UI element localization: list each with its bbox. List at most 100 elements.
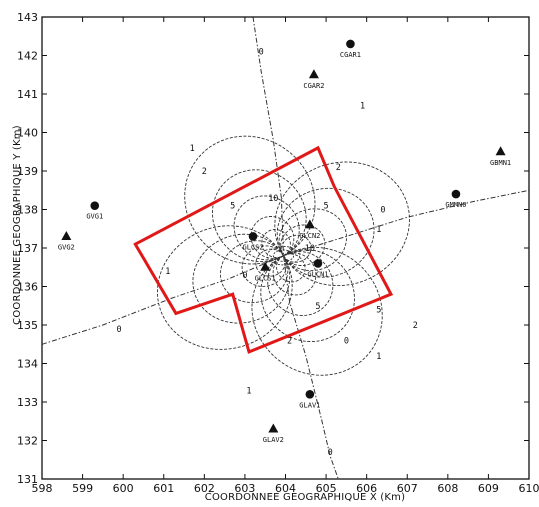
x-tick-label: 601 xyxy=(153,482,174,495)
contour-label: 0 xyxy=(242,271,247,281)
station-marker-circle xyxy=(313,259,323,268)
contour-line xyxy=(184,135,316,265)
zero-contour xyxy=(41,189,530,345)
contour-label: 1 xyxy=(376,352,381,362)
contour-line xyxy=(220,240,289,304)
zero-contour-lines xyxy=(41,16,530,480)
x-tick-label: 609 xyxy=(478,482,499,495)
contour-label: 0 xyxy=(380,206,385,216)
station-label: GVG1 xyxy=(86,213,103,221)
contour-line xyxy=(278,208,347,272)
contour-labels: 0 0 0 0 0 1 1 1 1 1 2 2 2 2 5 5 5 5 10 10 0 1 xyxy=(117,48,418,458)
contour-label: 5 xyxy=(230,202,235,212)
site-boundary xyxy=(133,145,394,354)
y-axis-label: COORDONNEE GEOGRAPHIQUE Y (Km) xyxy=(12,125,23,325)
contour-line xyxy=(276,187,375,278)
stations: CGAR1 CGAR2 GBMN1 GMMN0 GVG1 GVG2 GLCS2 GLCN2 GL… xyxy=(58,39,511,444)
station-marker-triangle xyxy=(304,219,315,229)
contour-label: 1 xyxy=(165,267,170,277)
x-tick-label: 604 xyxy=(275,482,296,495)
contour-line xyxy=(212,169,307,263)
contour-label: 0 xyxy=(328,448,333,458)
y-tick-label: 139 xyxy=(17,165,38,178)
y-tick-label: 141 xyxy=(17,88,38,101)
station-label: GLAV2 xyxy=(263,436,284,444)
station-label: GLAV1 xyxy=(299,401,320,409)
contour-label: 0 xyxy=(117,325,122,335)
axes: 598 599 600 601 602 603 604 605 606 607 608 609 610 1… xyxy=(17,11,539,495)
contour-line-inner xyxy=(266,246,301,266)
contour-label: 5 xyxy=(376,306,381,316)
contour-label: 2 xyxy=(413,321,418,331)
x-tick-label: 598 xyxy=(32,482,53,495)
zero-contour xyxy=(252,16,339,480)
x-tick-label: 599 xyxy=(72,482,93,495)
contour-lines xyxy=(156,135,410,376)
contour-label: 0 xyxy=(259,48,264,58)
x-tick-label: 607 xyxy=(397,482,418,495)
contour-line xyxy=(272,252,317,296)
contour-line xyxy=(251,246,383,376)
y-tick-label: 137 xyxy=(17,242,38,255)
station-marker-circle xyxy=(90,201,100,210)
contour-line xyxy=(267,251,334,316)
station-label: GMMN0 xyxy=(445,201,466,209)
y-tick-label: 138 xyxy=(17,204,38,217)
contour-label: 10 xyxy=(268,194,278,204)
station-marker-triangle xyxy=(61,230,72,240)
contour-line xyxy=(192,233,291,324)
station-marker-triangle xyxy=(308,69,319,79)
contour-line xyxy=(241,245,287,287)
y-tick-label: 134 xyxy=(17,358,38,371)
contour-label: 1 xyxy=(360,102,365,112)
station-label: GLCS1 xyxy=(255,274,276,282)
x-axis-label: COORDONNEE GEOGRAPHIQUE X (Km) xyxy=(205,492,405,503)
y-tick-label: 133 xyxy=(17,396,38,409)
contour-line xyxy=(255,248,286,277)
station-label: GLCS2 xyxy=(242,243,263,251)
contour-label: 5 xyxy=(315,302,320,312)
contour-label: 5 xyxy=(324,202,329,212)
station-label: CGAR2 xyxy=(303,82,324,90)
contour-label: 2 xyxy=(336,163,341,173)
contour-label: 2 xyxy=(202,167,207,177)
station-label: GBMN1 xyxy=(490,159,511,167)
station-marker-triangle xyxy=(260,261,271,271)
site-outline xyxy=(133,145,394,354)
y-tick-label: 136 xyxy=(17,281,38,294)
y-tick-label: 142 xyxy=(17,50,38,63)
contour-line xyxy=(276,253,306,283)
y-tick-label: 140 xyxy=(17,127,38,140)
contour-line xyxy=(280,224,326,266)
station-marker-circle xyxy=(346,39,355,49)
station-marker-triangle xyxy=(495,146,506,156)
contour-label: 2 xyxy=(287,336,292,346)
x-tick-label: 602 xyxy=(194,482,215,495)
x-tick-label: 600 xyxy=(113,482,134,495)
y-tick-label: 143 xyxy=(17,11,38,24)
station-marker-circle xyxy=(248,232,258,241)
contour-label: 10 xyxy=(305,244,315,254)
y-tick-label: 132 xyxy=(17,435,38,448)
x-tick-label: 603 xyxy=(234,482,255,495)
station-label: GVG2 xyxy=(58,243,75,251)
contour-line xyxy=(233,195,300,261)
y-tick-label: 135 xyxy=(17,319,38,332)
contour-line xyxy=(281,234,312,263)
station-marker-circle xyxy=(305,390,315,399)
x-tick-label: 606 xyxy=(356,482,377,495)
x-tick-label: 608 xyxy=(437,482,458,495)
y-tick-label: 131 xyxy=(17,473,38,486)
contour-label: 1 xyxy=(376,225,381,235)
contour-label: 1 xyxy=(246,386,251,396)
contour-line xyxy=(261,229,291,258)
contour-line xyxy=(156,225,293,350)
station-label: GLCN1 xyxy=(307,270,328,278)
contour-line xyxy=(250,216,295,259)
contour-label: 1 xyxy=(190,144,195,154)
station-marker-triangle xyxy=(268,423,279,433)
station-marker-circle xyxy=(451,189,461,199)
contour-line xyxy=(274,161,410,287)
